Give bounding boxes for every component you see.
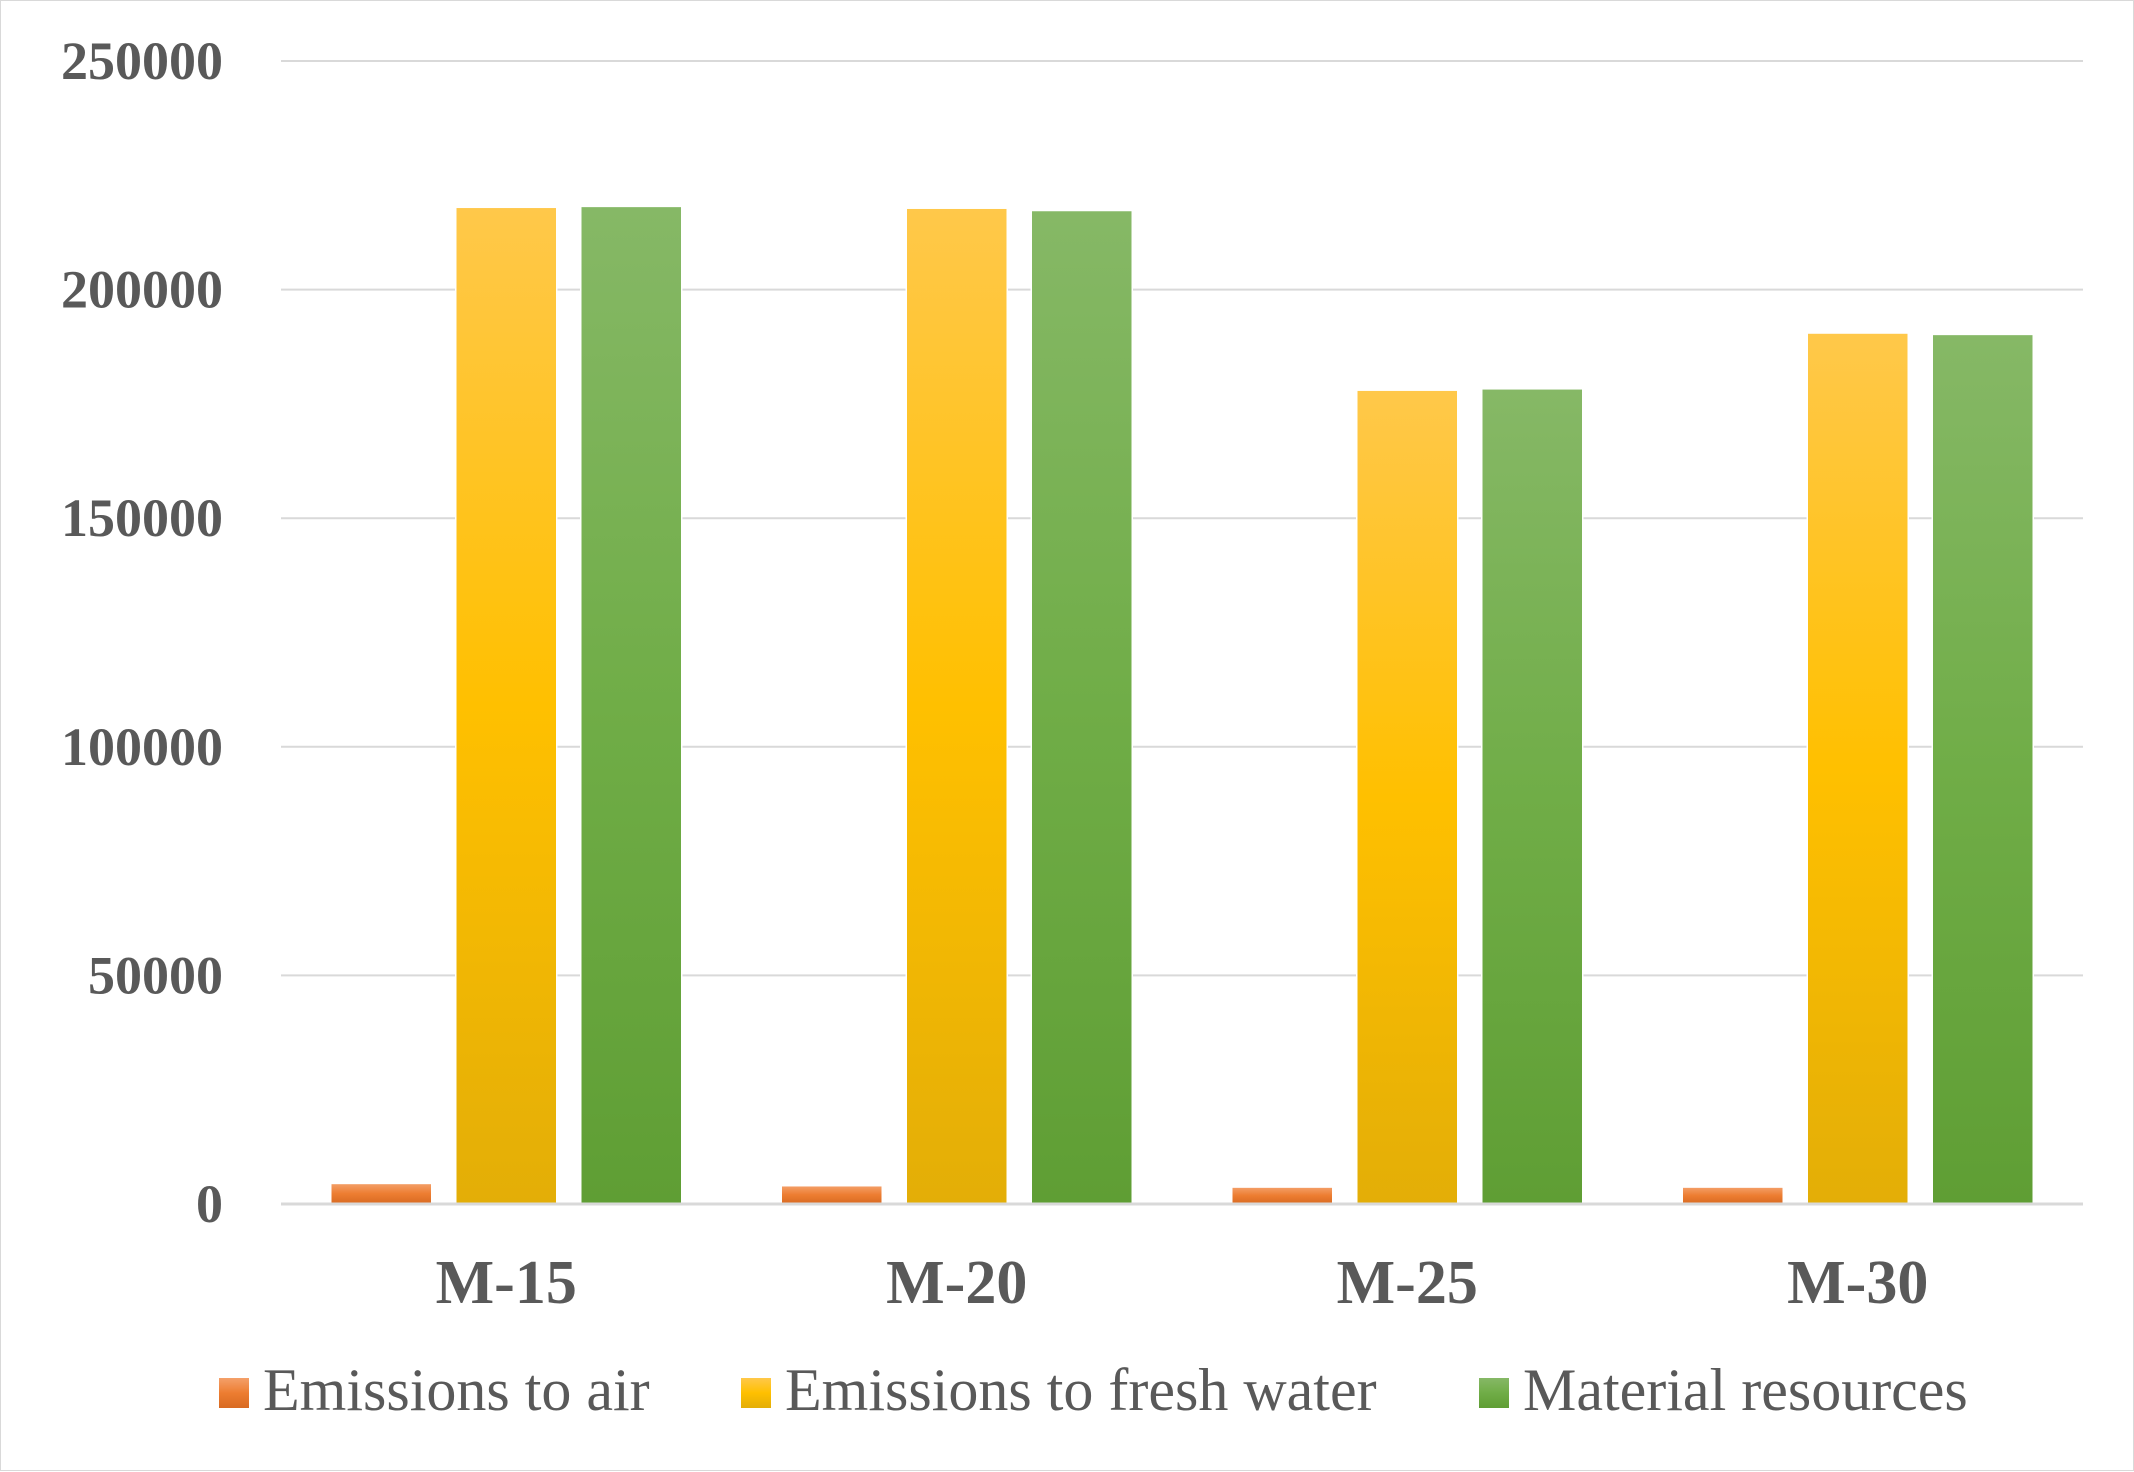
legend-swatch [219,1378,249,1408]
bar-material-resources-m-20 [1030,209,1133,1205]
legend-label: Emissions to air [263,1357,650,1423]
x-category-label: M-15 [436,1249,577,1317]
legend: Emissions to air Emissions to fresh water… [219,1357,1968,1423]
x-category-label: M-25 [1337,1249,1478,1317]
legend-label: Emissions to fresh water [785,1357,1377,1423]
x-category-label: M-20 [886,1249,1027,1317]
y-tick-label: 50000 [88,945,223,1005]
y-tick-label: 200000 [61,260,223,320]
bar-emissions-to-air-m-25 [1231,1186,1334,1205]
y-tick-label: 150000 [61,488,223,548]
legend-swatch [1479,1378,1509,1408]
bar-material-resources-m-15 [580,205,683,1205]
bar-emissions-to-fresh-water-m-15 [455,206,558,1205]
legend-swatch [741,1378,771,1408]
bar-material-resources-m-25 [1481,388,1584,1205]
y-tick-label: 100000 [61,717,223,777]
bar-emissions-to-air-m-30 [1681,1186,1784,1205]
bar-emissions-to-fresh-water-m-30 [1806,332,1909,1205]
bar-emissions-to-fresh-water-m-25 [1356,389,1459,1205]
x-axis-categories: M-15 M-20 M-25 M-30 [436,1249,1929,1317]
bar-emissions-to-air-m-15 [330,1182,433,1205]
y-tick-label: 0 [196,1174,223,1234]
bar-emissions-to-air-m-20 [780,1184,883,1205]
bar-emissions-to-fresh-water-m-20 [905,207,1008,1205]
legend-label: Material resources [1523,1357,1968,1423]
bars [330,205,2034,1205]
y-tick-label: 250000 [61,31,223,91]
y-axis-ticks: 0 50000 100000 150000 200000 250000 [61,31,223,1234]
bar-material-resources-m-30 [1931,333,2034,1205]
x-category-label: M-30 [1787,1249,1928,1317]
